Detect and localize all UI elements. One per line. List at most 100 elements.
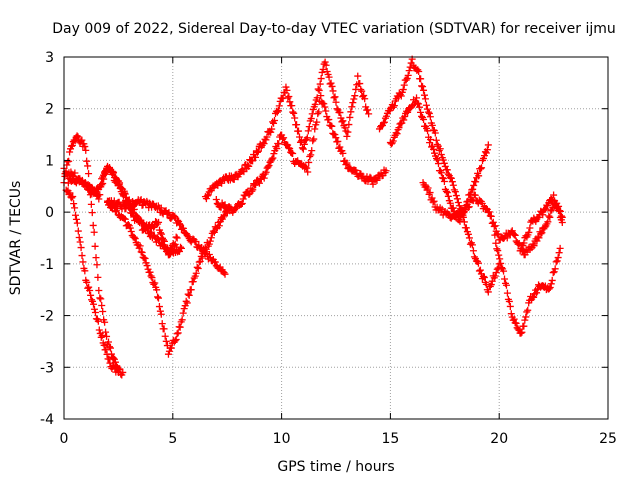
data-point bbox=[482, 205, 490, 213]
data-point bbox=[308, 147, 316, 155]
data-point bbox=[439, 211, 447, 219]
data-point bbox=[313, 94, 321, 102]
data-point bbox=[192, 237, 200, 245]
data-point bbox=[485, 208, 493, 216]
data-point bbox=[96, 182, 104, 190]
data-point bbox=[164, 251, 172, 259]
data-point bbox=[558, 218, 566, 226]
series-sat-g bbox=[201, 58, 373, 203]
data-point bbox=[81, 143, 89, 151]
data-point bbox=[131, 235, 139, 243]
data-point bbox=[255, 179, 263, 187]
data-point bbox=[275, 102, 283, 110]
data-point bbox=[465, 234, 473, 242]
data-point bbox=[455, 202, 463, 210]
data-point bbox=[443, 189, 451, 197]
data-point bbox=[95, 195, 103, 203]
data-point bbox=[90, 305, 98, 313]
data-point bbox=[322, 61, 330, 69]
data-point bbox=[110, 168, 118, 176]
data-point bbox=[497, 259, 505, 267]
data-point bbox=[185, 291, 193, 299]
data-point bbox=[329, 87, 337, 95]
data-point bbox=[141, 254, 149, 262]
data-point bbox=[66, 148, 74, 156]
data-point bbox=[193, 263, 201, 271]
data-point bbox=[172, 233, 180, 241]
data-point bbox=[325, 116, 333, 124]
data-point bbox=[382, 167, 390, 175]
data-point bbox=[76, 238, 84, 246]
data-point bbox=[468, 241, 476, 249]
data-point bbox=[530, 293, 538, 301]
x-tick-label: 20 bbox=[490, 431, 508, 447]
data-point bbox=[203, 192, 211, 200]
data-point bbox=[352, 166, 360, 174]
data-point bbox=[415, 68, 423, 76]
data-point bbox=[286, 98, 294, 106]
data-point bbox=[369, 180, 377, 188]
data-point bbox=[271, 117, 279, 125]
data-point bbox=[420, 86, 428, 94]
data-point bbox=[291, 114, 299, 122]
data-point bbox=[97, 295, 105, 303]
data-point bbox=[146, 268, 154, 276]
x-axis-label: GPS time / hours bbox=[277, 459, 394, 475]
data-point bbox=[67, 142, 75, 150]
data-point bbox=[402, 76, 410, 84]
data-point bbox=[221, 270, 229, 278]
data-point bbox=[429, 142, 437, 150]
data-point bbox=[555, 249, 563, 257]
data-point bbox=[253, 148, 261, 156]
data-point bbox=[310, 135, 318, 143]
data-point bbox=[106, 164, 114, 172]
data-point bbox=[100, 341, 108, 349]
data-point bbox=[436, 145, 444, 153]
series-sat-f bbox=[104, 196, 229, 278]
y-tick-label: -1 bbox=[40, 257, 54, 273]
data-point bbox=[102, 328, 110, 336]
data-point bbox=[433, 156, 441, 164]
data-point bbox=[311, 125, 319, 133]
data-point bbox=[177, 243, 184, 251]
data-point bbox=[251, 153, 259, 161]
data-point bbox=[85, 283, 93, 291]
data-point bbox=[138, 249, 146, 257]
data-point bbox=[494, 247, 502, 255]
data-point bbox=[323, 67, 331, 75]
data-point bbox=[413, 94, 421, 102]
data-point bbox=[315, 86, 323, 94]
data-point bbox=[305, 123, 313, 131]
data-point bbox=[440, 178, 448, 186]
data-point bbox=[269, 154, 277, 162]
data-point bbox=[492, 269, 500, 277]
data-point bbox=[551, 265, 559, 273]
data-point bbox=[354, 72, 362, 80]
y-tick-label: 1 bbox=[45, 153, 54, 169]
data-point bbox=[426, 113, 434, 121]
data-point bbox=[66, 189, 74, 197]
y-tick-label: -2 bbox=[40, 309, 54, 325]
data-point bbox=[128, 204, 136, 212]
data-point bbox=[530, 242, 538, 250]
data-point bbox=[476, 266, 484, 274]
data-point bbox=[404, 108, 412, 116]
data-point bbox=[328, 82, 336, 90]
data-point bbox=[97, 181, 105, 189]
data-point bbox=[174, 329, 182, 337]
data-point bbox=[425, 109, 433, 117]
data-point bbox=[496, 255, 504, 263]
data-point bbox=[482, 149, 490, 157]
data-point bbox=[155, 218, 163, 226]
data-point bbox=[380, 118, 388, 126]
data-point bbox=[211, 258, 219, 266]
data-point bbox=[321, 103, 329, 111]
data-point bbox=[94, 317, 102, 325]
data-point bbox=[195, 258, 203, 266]
data-point bbox=[471, 191, 479, 199]
data-point bbox=[429, 198, 437, 206]
data-point bbox=[444, 192, 452, 200]
x-tick-label: 25 bbox=[599, 431, 617, 447]
data-point bbox=[342, 161, 350, 169]
data-point bbox=[501, 275, 509, 283]
